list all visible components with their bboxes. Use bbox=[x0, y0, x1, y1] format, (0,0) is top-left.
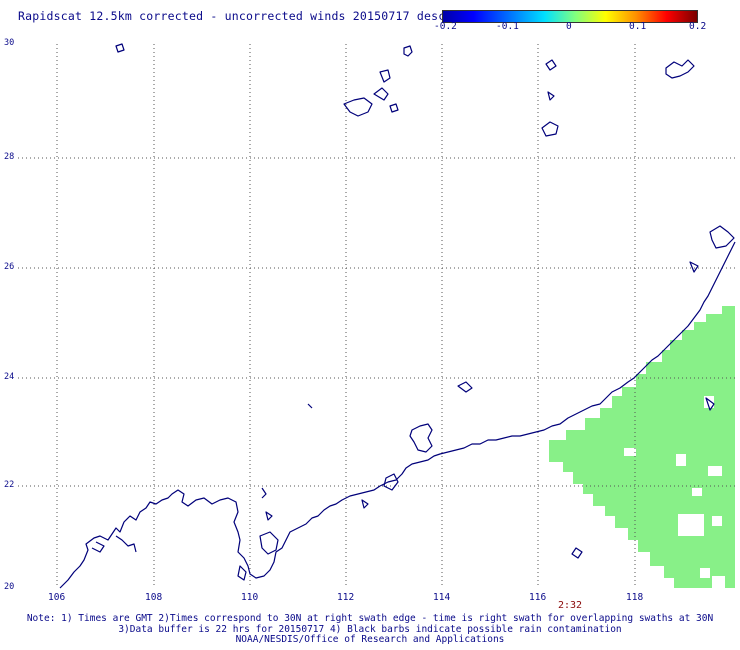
lat-label: 24 bbox=[4, 372, 15, 382]
pass-time-label: 2:32 bbox=[558, 600, 583, 611]
lat-label: 28 bbox=[4, 152, 15, 162]
graticule bbox=[18, 44, 735, 588]
swath-coverage bbox=[549, 306, 735, 588]
figure-title: Rapidscat 12.5km corrected - uncorrected… bbox=[18, 9, 489, 23]
credit-line: NOAA/NESDIS/Office of Research and Appli… bbox=[235, 634, 505, 645]
colorbar-tick-label: 0.2 bbox=[689, 21, 707, 32]
lat-label: 22 bbox=[4, 480, 15, 490]
lat-label: 20 bbox=[4, 582, 15, 592]
note-line: 3)Data buffer is 22 hrs for 20150717 4) … bbox=[118, 623, 622, 635]
coastline bbox=[59, 43, 736, 589]
colorbar bbox=[442, 10, 698, 23]
swath-gaps bbox=[624, 396, 722, 578]
lon-label: 118 bbox=[626, 592, 644, 603]
lon-label: 106 bbox=[48, 592, 66, 603]
footer-notes: Note: 1) Times are GMT 2)Times correspon… bbox=[0, 613, 740, 646]
colorbar-tick-label: -0.2 bbox=[434, 21, 457, 32]
lat-label: 30 bbox=[4, 38, 15, 48]
colorbar-tick-label: -0.1 bbox=[496, 21, 519, 32]
colorbar-tick-label: 0 bbox=[566, 21, 572, 32]
lat-label: 26 bbox=[4, 262, 15, 272]
colorbar-tick-label: 0.1 bbox=[629, 21, 647, 32]
lon-label: 108 bbox=[145, 592, 163, 603]
note-line: Note: 1) Times are GMT 2)Times correspon… bbox=[26, 613, 714, 624]
lon-label: 112 bbox=[337, 592, 355, 603]
lon-label: 116 bbox=[529, 592, 547, 603]
lon-label: 114 bbox=[433, 592, 451, 603]
lon-label: 110 bbox=[241, 592, 259, 603]
